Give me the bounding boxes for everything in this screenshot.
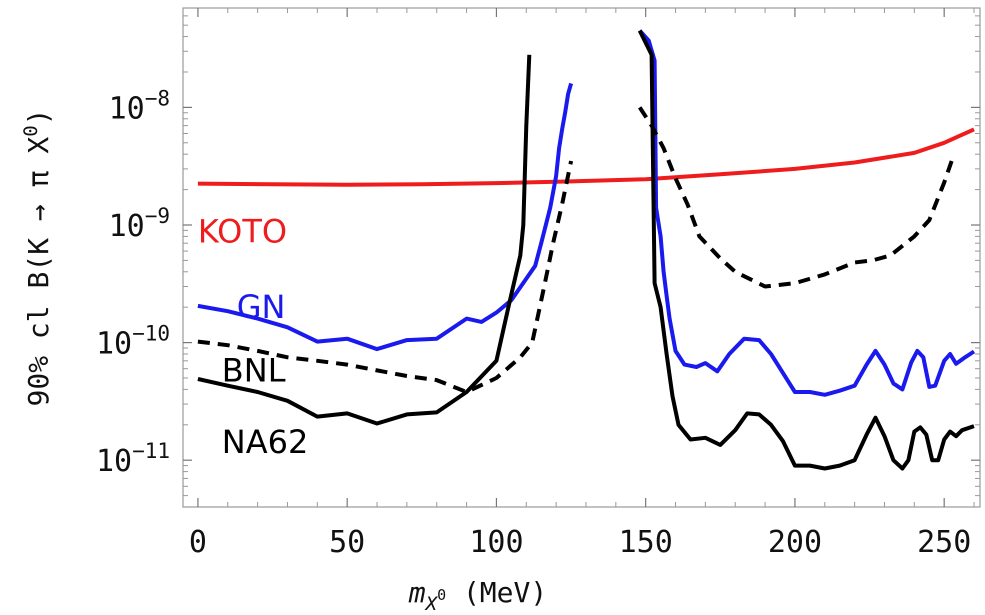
series-line-na62-segment-2 [637, 29, 975, 471]
series-line-bnl-segment-1 [197, 160, 574, 394]
series-label-bnl: BNL [222, 352, 286, 390]
series-labels: KOTO GN BNL NA62 [198, 212, 308, 461]
y-axis-label: 90% cl B(K → π X0) [20, 108, 55, 406]
x-tick-label: 250 [917, 525, 971, 560]
series-label-koto: KOTO [198, 212, 287, 250]
series-line-gn-segment-2 [638, 29, 976, 397]
x-tick-label: 100 [469, 525, 523, 560]
x-tick-label: 0 [189, 525, 207, 560]
series-label-na62: NA62 [222, 423, 309, 461]
series-label-gn: GN [237, 288, 286, 326]
series-line-gn-segment-1 [197, 82, 574, 352]
y-tick-label: 10−11 [96, 439, 170, 479]
y-tick-label: 10−8 [109, 86, 170, 126]
series-line-na62-segment-1 [197, 54, 532, 426]
x-tick-label: 150 [619, 525, 673, 560]
x-axis-label: mX0 (MeV) [408, 576, 548, 615]
axis-ticks: 0 50 100 150 200 250 10−11 10−10 10−9 10−8 [96, 7, 980, 560]
x-tick-label: 200 [768, 525, 822, 560]
series-line-koto-segment-1 [197, 127, 975, 187]
y-tick-label: 10−10 [96, 322, 170, 362]
series-layer [197, 29, 976, 471]
x-tick-label: 50 [329, 525, 365, 560]
plot-border [182, 7, 981, 508]
plot-frame [182, 7, 981, 508]
y-tick-label: 10−9 [109, 204, 170, 244]
series-line-bnl-segment-2 [638, 106, 955, 289]
